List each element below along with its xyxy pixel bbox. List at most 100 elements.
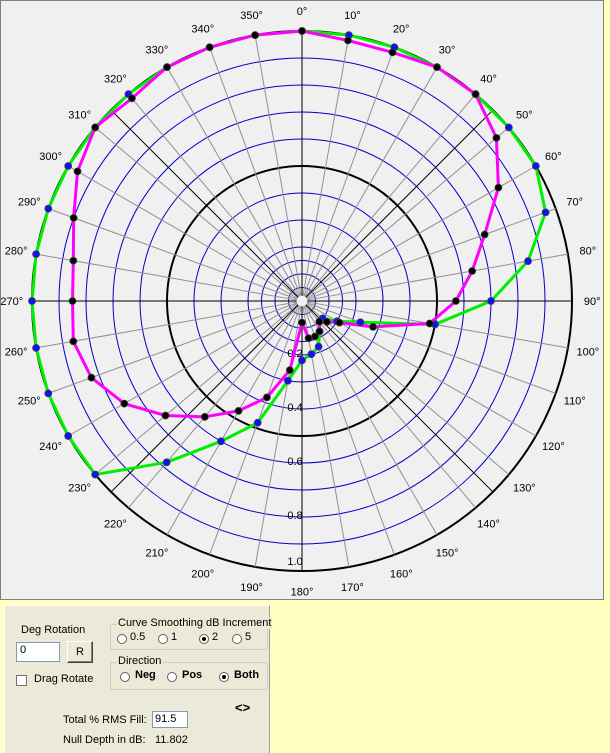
series-1-point[interactable] — [69, 337, 78, 346]
series-1-point[interactable] — [344, 36, 352, 45]
series-0-point[interactable] — [253, 418, 262, 427]
series-0-point[interactable] — [487, 297, 495, 305]
angle-tick-label: 80° — [580, 246, 597, 258]
series-1-point[interactable] — [451, 297, 460, 305]
series-0-point[interactable] — [32, 250, 41, 259]
series-1-point[interactable] — [73, 167, 82, 176]
grid-spoke-diagonal — [305, 109, 494, 298]
series-0-point[interactable] — [28, 297, 36, 305]
series-1-point[interactable] — [69, 213, 78, 222]
series-0-point[interactable] — [91, 470, 100, 479]
smoothing-option-2: 2 — [212, 631, 219, 643]
series-1-point[interactable] — [200, 412, 209, 421]
series-0-point[interactable] — [307, 350, 316, 359]
series-1-point[interactable] — [425, 319, 434, 328]
series-1-point[interactable] — [369, 322, 377, 331]
deg-rotation-input[interactable]: 0 — [16, 642, 60, 662]
series-1-point[interactable] — [205, 43, 214, 52]
series-1-point[interactable] — [304, 334, 313, 343]
grid-spoke — [166, 305, 300, 536]
reset-rotation-button[interactable]: R — [67, 641, 93, 663]
series-1-point[interactable] — [69, 256, 78, 265]
grid-spoke — [306, 303, 537, 437]
series-1-point[interactable] — [480, 230, 489, 239]
grid-spoke — [306, 208, 556, 300]
grid-spoke — [128, 304, 299, 509]
series-1-point[interactable] — [311, 332, 319, 341]
series-1-point[interactable] — [163, 63, 171, 72]
series-0-point[interactable] — [284, 376, 292, 385]
series-1-point[interactable] — [315, 327, 324, 336]
radial-tick-label: 1.0 — [287, 556, 302, 568]
series-1-point[interactable] — [468, 267, 477, 275]
direction-radio-neg[interactable] — [120, 672, 130, 682]
grid-spoke — [304, 305, 438, 536]
polar-plot-panel[interactable]: 0° 10° 20° 30° 40° 50° 60° 70° 80° 90° 100° 110° 120… — [0, 0, 604, 600]
series-0-point[interactable] — [298, 356, 306, 365]
series-1-point[interactable] — [68, 297, 77, 305]
grid-spoke — [48, 208, 298, 300]
series-1-point[interactable] — [388, 48, 397, 57]
direction-group: Direction Neg Pos Both — [110, 655, 268, 690]
angle-tick-label: 90° — [584, 296, 601, 308]
series-0-point[interactable] — [504, 123, 513, 132]
series-1-point[interactable] — [234, 406, 243, 415]
grid-spoke — [36, 301, 297, 349]
series-1-point[interactable] — [120, 399, 129, 408]
direction-radio-both[interactable] — [219, 672, 229, 682]
angle-tick-label: 250° — [18, 395, 41, 407]
angle-tick-label: 260° — [5, 346, 28, 358]
series-0-point[interactable] — [531, 162, 540, 170]
series-0-point[interactable] — [64, 162, 73, 170]
grid-spoke-diagonal — [305, 304, 494, 493]
angle-tick-label: 70° — [566, 197, 583, 209]
series-1-point[interactable] — [263, 393, 271, 402]
series-0-point[interactable] — [524, 257, 532, 266]
angle-tick-label: 220° — [104, 518, 127, 530]
expand-arrows-icon[interactable]: <> — [235, 700, 251, 715]
series-1-point[interactable] — [285, 366, 294, 375]
angle-tick-label: 300° — [39, 151, 62, 163]
radial-tick-label: 0.6 — [287, 456, 302, 468]
series-0-point[interactable] — [541, 208, 550, 217]
series-0-point[interactable] — [44, 204, 53, 213]
polar-plot[interactable]: 0° 10° 20° 30° 40° 50° 60° 70° 80° 90° 100° 110° 120… — [1, 1, 605, 601]
grid-spoke — [304, 66, 438, 297]
grid-spoke — [67, 165, 298, 299]
series-1-point[interactable] — [161, 411, 170, 420]
series-0-point[interactable] — [217, 437, 225, 446]
series-0-point[interactable] — [32, 343, 41, 352]
series-1-point[interactable] — [128, 94, 136, 103]
grid-spoke — [302, 35, 350, 296]
series-0-point[interactable] — [44, 389, 53, 398]
series-1-point[interactable] — [298, 27, 306, 35]
angle-tick-label: 200° — [191, 569, 214, 581]
series-1-point[interactable] — [335, 318, 344, 327]
smoothing-radio-1[interactable] — [158, 634, 168, 644]
smoothing-option-5: 5 — [245, 631, 252, 643]
series-1-point[interactable] — [298, 318, 306, 327]
angle-tick-label: 0° — [297, 6, 308, 18]
series-0-point[interactable] — [64, 432, 73, 440]
direction-radio-pos[interactable] — [167, 672, 177, 682]
series-1-point[interactable] — [315, 317, 324, 326]
series-1-point[interactable] — [87, 373, 96, 382]
series-1-point[interactable] — [322, 317, 331, 326]
series-1-point[interactable] — [91, 123, 100, 132]
series-1-point[interactable] — [494, 183, 503, 192]
null-depth-value: 11.802 — [155, 734, 188, 746]
series-0-point[interactable] — [314, 342, 323, 351]
series-1-point[interactable] — [251, 31, 260, 40]
drag-rotate-label: Drag Rotate — [34, 673, 94, 685]
drag-rotate-checkbox[interactable] — [16, 675, 27, 686]
series-1-point[interactable] — [471, 90, 480, 99]
smoothing-radio-0-5[interactable] — [117, 634, 127, 644]
series-1-point[interactable] — [433, 63, 441, 72]
series-0-point[interactable] — [356, 318, 365, 327]
smoothing-radio-5[interactable] — [232, 634, 242, 644]
smoothing-radio-2[interactable] — [199, 634, 209, 644]
angle-tick-label: 40° — [480, 74, 497, 86]
series-1-point[interactable] — [492, 133, 501, 142]
series-0-point[interactable] — [162, 458, 171, 467]
control-panel: Deg Rotation 0 R Drag Rotate Curve Smoot… — [4, 605, 273, 753]
